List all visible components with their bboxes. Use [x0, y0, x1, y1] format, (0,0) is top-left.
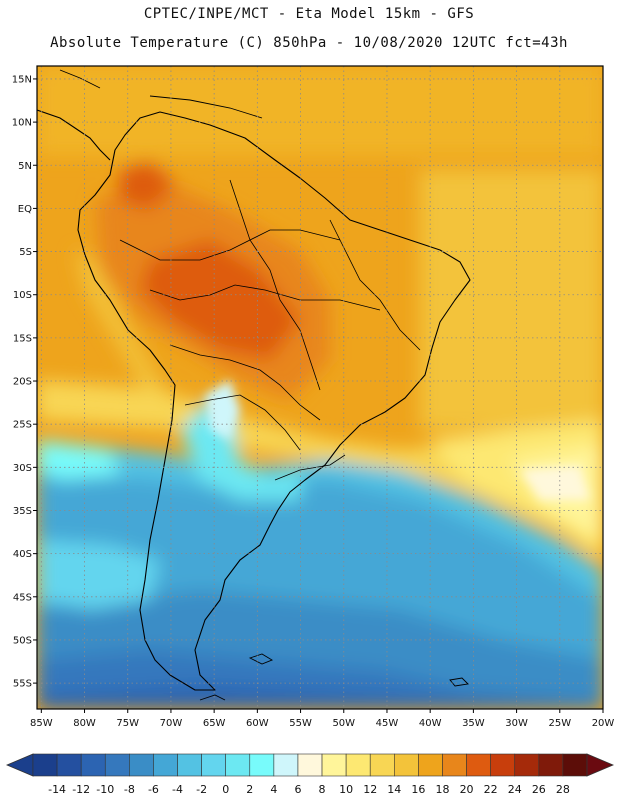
lat-label: 40S [13, 549, 32, 560]
colorbar-swatch [177, 753, 202, 777]
colorbar-label: -10 [96, 783, 114, 796]
colorbar-label: 18 [435, 783, 449, 796]
lat-label: 25S [13, 420, 32, 431]
temperature-field [37, 66, 603, 709]
lat-label: 20S [13, 377, 32, 388]
lon-label: 65W [203, 718, 226, 729]
lon-label: 80W [73, 718, 96, 729]
lat-label: 5S [19, 247, 32, 258]
colorbar-label: 6 [294, 783, 301, 796]
lon-label: 70W [160, 718, 183, 729]
colorbar-swatch [201, 753, 226, 777]
latitude-labels: 15N 10N 5N EQ 5S 10S 15S 20S 25S 30S 35S 40S 45S 50S 5… [12, 74, 32, 689]
colorbar-label: 12 [363, 783, 377, 796]
longitude-labels: 85W 80W 75W 70W 65W 60W 55W 50W 45W 40W 35W 30W 25W 2… [30, 718, 614, 729]
lon-label: 85W [30, 718, 53, 729]
lat-label: EQ [18, 204, 32, 215]
colorbar-label: -12 [72, 783, 90, 796]
colorbar-swatch [418, 753, 443, 777]
colorbar-label: 2 [246, 783, 253, 796]
colorbar-swatch [104, 753, 130, 777]
lat-label: 15N [12, 74, 32, 85]
colorbar-swatch [345, 753, 371, 777]
colorbar-label: 10 [339, 783, 353, 796]
lat-label: 30S [13, 463, 32, 474]
colorbar-label: -14 [48, 783, 66, 796]
colorbar-max-arrow [586, 753, 615, 777]
colorbar-swatch [32, 753, 58, 777]
colorbar-label: 20 [460, 783, 474, 796]
colorbar-swatch [80, 753, 106, 777]
lat-label: 15S [13, 333, 32, 344]
colorbar-label: 22 [484, 783, 498, 796]
colorbar-swatch [297, 753, 323, 777]
lat-label: 5N [18, 161, 32, 172]
lat-label: 10S [13, 290, 32, 301]
lat-label: 45S [13, 592, 32, 603]
lat-label: 35S [13, 506, 32, 517]
lon-label: 55W [289, 718, 312, 729]
colorbar-swatch [514, 753, 540, 777]
colorbar-swatch [56, 753, 82, 777]
colorbar-swatch [153, 753, 178, 777]
colorbar-swatch [490, 753, 516, 777]
colorbar-min-arrow [5, 753, 34, 777]
colorbar: -14 -12 -10 -8 -6 -4 -2 0 2 4 6 8 10 12 14 16 18 20 22 24 26… [5, 753, 615, 796]
colorbar-swatch [466, 753, 491, 777]
colorbar-swatch [538, 753, 564, 777]
axis-ticks [33, 78, 604, 713]
lon-label: 75W [116, 718, 139, 729]
colorbar-swatch [129, 753, 154, 777]
colorbar-label: -2 [196, 783, 207, 796]
colorbar-label: 24 [508, 783, 522, 796]
lon-label: 25W [548, 718, 571, 729]
colorbar-label: -8 [124, 783, 135, 796]
colorbar-swatch [321, 753, 347, 777]
lat-label: 50S [13, 635, 32, 646]
colorbar-label: 8 [319, 783, 326, 796]
coastline [37, 69, 471, 701]
colorbar-label: 28 [556, 783, 570, 796]
title-line-2: Absolute Temperature (C) 850hPa - 10/08/… [50, 35, 568, 51]
colorbar-swatch [562, 753, 588, 777]
lon-label: 20W [592, 718, 615, 729]
lon-label: 50W [332, 718, 355, 729]
colorbar-label: 26 [532, 783, 546, 796]
colorbar-label: 0 [222, 783, 229, 796]
colorbar-swatch [273, 753, 299, 777]
lat-label: 55S [13, 679, 32, 690]
colorbar-label: 16 [411, 783, 425, 796]
colorbar-label: 4 [270, 783, 277, 796]
lon-label: 30W [505, 718, 528, 729]
title-line-1: CPTEC/INPE/MCT - Eta Model 15km - GFS [143, 6, 475, 22]
lon-label: 40W [419, 718, 442, 729]
colorbar-swatch [225, 753, 251, 777]
colorbar-label: 14 [387, 783, 401, 796]
lat-label: 10N [12, 118, 32, 129]
colorbar-label: -4 [172, 783, 183, 796]
colorbar-swatch [394, 753, 419, 777]
colorbar-swatch [369, 753, 395, 777]
lon-label: 35W [462, 718, 485, 729]
lon-label: 60W [246, 718, 269, 729]
colorbar-swatch [442, 753, 467, 777]
lon-label: 45W [376, 718, 399, 729]
map-frame [36, 65, 604, 710]
colorbar-label: -6 [148, 783, 159, 796]
colorbar-swatch [249, 753, 275, 777]
